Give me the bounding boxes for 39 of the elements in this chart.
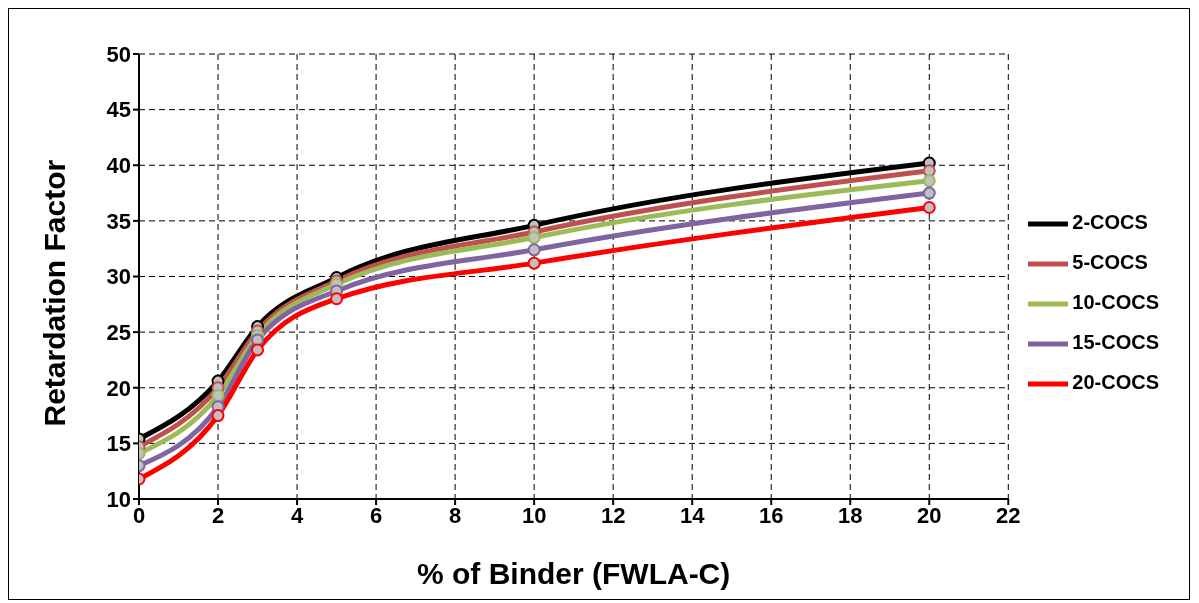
x-tick-label: 22 (996, 502, 1021, 528)
point (922, 186, 936, 200)
x-tick-label: 16 (758, 502, 784, 528)
x-tick-label: 6 (369, 502, 383, 528)
x-tick-label: 8 (448, 502, 462, 528)
y-tick-label: 50 (106, 41, 131, 67)
x-tick-label: 2 (211, 502, 225, 528)
x-axis-title: % of Binder (FWLA-C) (417, 557, 731, 590)
legend-label: 15-COCS (1072, 331, 1159, 354)
point (922, 201, 936, 215)
x-tick-label: 18 (838, 502, 863, 528)
point (527, 256, 541, 270)
y-tick-label: 45 (106, 97, 131, 123)
point (211, 409, 225, 423)
y-tick-label: 20 (106, 375, 131, 401)
y-tick-label: 30 (106, 264, 131, 290)
legend-label: 20-COCS (1072, 371, 1159, 394)
point (922, 174, 936, 188)
x-tick-label: 12 (600, 502, 626, 528)
x-tick-label: 14 (679, 502, 706, 528)
point (527, 231, 541, 245)
x-tick-label: 4 (290, 502, 304, 528)
legend-label: 10-COCS (1072, 291, 1159, 314)
x-tick-label: 10 (521, 502, 547, 528)
x-tick-label: 20 (917, 502, 942, 528)
y-axis-title: Retardation Factor (37, 159, 71, 427)
y-tick-label: 40 (106, 153, 131, 179)
y-tick-label: 25 (106, 319, 131, 345)
point (211, 389, 225, 403)
point (251, 333, 265, 347)
point (251, 343, 265, 357)
y-tick-label: 35 (106, 208, 131, 234)
legend-label: 2-COCS (1072, 211, 1148, 234)
legend-label: 5-COCS (1072, 251, 1148, 274)
y-tick-label: 10 (106, 486, 131, 512)
y-tick-label: 15 (106, 431, 131, 457)
point (527, 243, 541, 257)
point (330, 292, 344, 306)
x-tick-label: 0 (132, 502, 146, 528)
